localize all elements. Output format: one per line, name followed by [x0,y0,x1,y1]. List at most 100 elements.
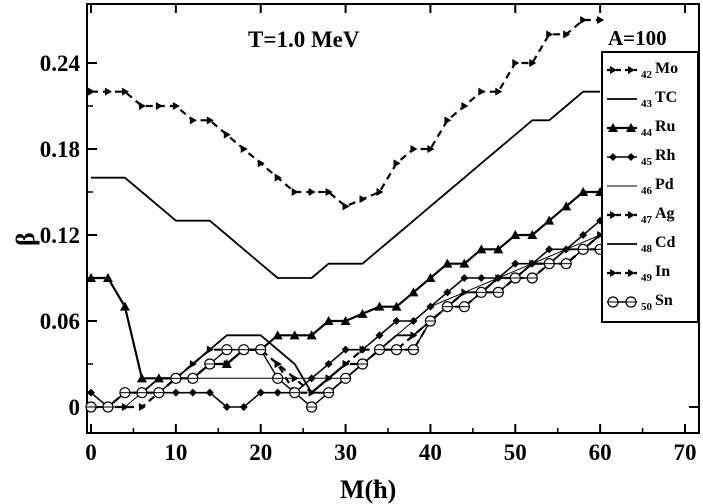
series-tc [91,90,601,279]
legend: A=100 42 Mo 43 TC 44 Ru 45 Rh 46 Pd 47 Ag 48 Cd 49 In 50… [601,26,699,323]
y-tick-label: 0.12 [40,223,80,248]
point-ru [374,301,385,311]
point-in [223,360,231,368]
legend-atomic-number: 42 [641,69,653,81]
point-mo [478,87,486,96]
point-mo [597,16,605,24]
series-layer [85,16,606,413]
temperature-annotation: T=1.0 MeV [248,27,360,52]
point-ru [102,273,113,282]
legend-atomic-number: 44 [641,127,653,139]
point-ru [86,273,96,282]
y-tick-label: 0.18 [40,137,80,162]
point-rh [477,274,486,282]
point-ru [357,308,368,318]
point-rh [375,331,384,340]
legend-label: Cd [655,234,676,251]
point-mo [308,188,316,196]
legend-atomic-number: 43 [641,98,653,110]
legend-marker [610,269,617,277]
point-ru [442,258,453,268]
point-ru [527,230,538,239]
legend-atomic-number: 49 [641,272,653,284]
point-ag [291,374,299,383]
legend-item-rh: 45 Rh [607,147,676,168]
legend-marker [628,269,635,277]
point-mo [121,87,129,96]
x-tick-label: 30 [334,440,357,465]
x-tick-label: 20 [249,440,272,465]
point-mo [529,59,537,67]
point-rh [545,245,554,254]
point-in [342,360,350,368]
point-rh [443,288,452,297]
legend-marker [628,66,635,74]
point-ru [408,287,419,297]
legend-marker [610,66,617,74]
point-ru [493,244,504,254]
legend-marker [626,123,636,132]
point-ag [359,345,367,354]
point-ru [119,301,130,311]
legend-marker [608,123,618,132]
point-rh [188,388,197,397]
legend-item-ru: 44 Ru [607,118,676,139]
point-mo [546,30,554,39]
point-rh [256,388,265,397]
legend-item-mo: 42 Mo [607,60,678,81]
legend-marker [609,153,617,161]
legend-label: Rh [655,147,676,164]
legend-label: Ag [655,205,675,222]
point-ag [121,403,129,411]
legend-item-ag: 47 Ag [607,205,675,226]
point-ru [476,244,487,254]
series-line-tc [91,90,601,279]
point-mo [444,116,452,125]
point-rh [392,317,401,325]
point-mo [325,188,333,196]
x-tick-label: 50 [504,440,527,465]
point-ru [578,187,589,196]
point-rh [511,259,520,268]
legend-marker [628,211,635,219]
tick-labels: 0 10 20 30 40 50 60 70 0 0.06 0.12 0.18 0.24 [40,51,697,465]
x-tick-label: 10 [164,440,187,465]
point-rh [273,388,282,397]
point-in [274,360,282,368]
legend-item-sn: 50 Sn [607,292,673,313]
x-tick-label: 40 [419,440,442,465]
legend-label: Sn [655,292,673,309]
point-in [308,388,316,397]
point-mo [376,188,384,196]
series-mo [88,16,605,211]
legend-label: Pd [655,176,674,193]
x-tick-label: 70 [674,440,697,465]
point-mo [240,145,248,153]
point-rh [205,388,214,397]
point-rh [460,274,469,282]
point-ru [510,230,521,239]
legend-title: A=100 [608,26,667,50]
legend-atomic-number: 50 [641,301,653,313]
point-mo [172,102,180,110]
point-rh [222,403,231,411]
point-ru [391,301,402,311]
point-rh [579,231,588,239]
y-axis-label: β [11,232,40,246]
legend-atomic-number: 47 [641,214,653,226]
point-ru [306,330,317,340]
point-ru [289,330,300,340]
point-mo [563,30,571,39]
point-mo [580,16,588,24]
point-mo [206,116,214,125]
x-tick-label: 0 [85,440,97,465]
point-mo [138,102,146,110]
point-ru [425,273,436,282]
point-mo [427,145,435,153]
y-tick-label: 0.24 [40,51,81,76]
point-ru [544,215,555,225]
point-mo [223,130,231,139]
legend-label: Mo [655,60,678,77]
legend-label: TC [655,89,677,106]
